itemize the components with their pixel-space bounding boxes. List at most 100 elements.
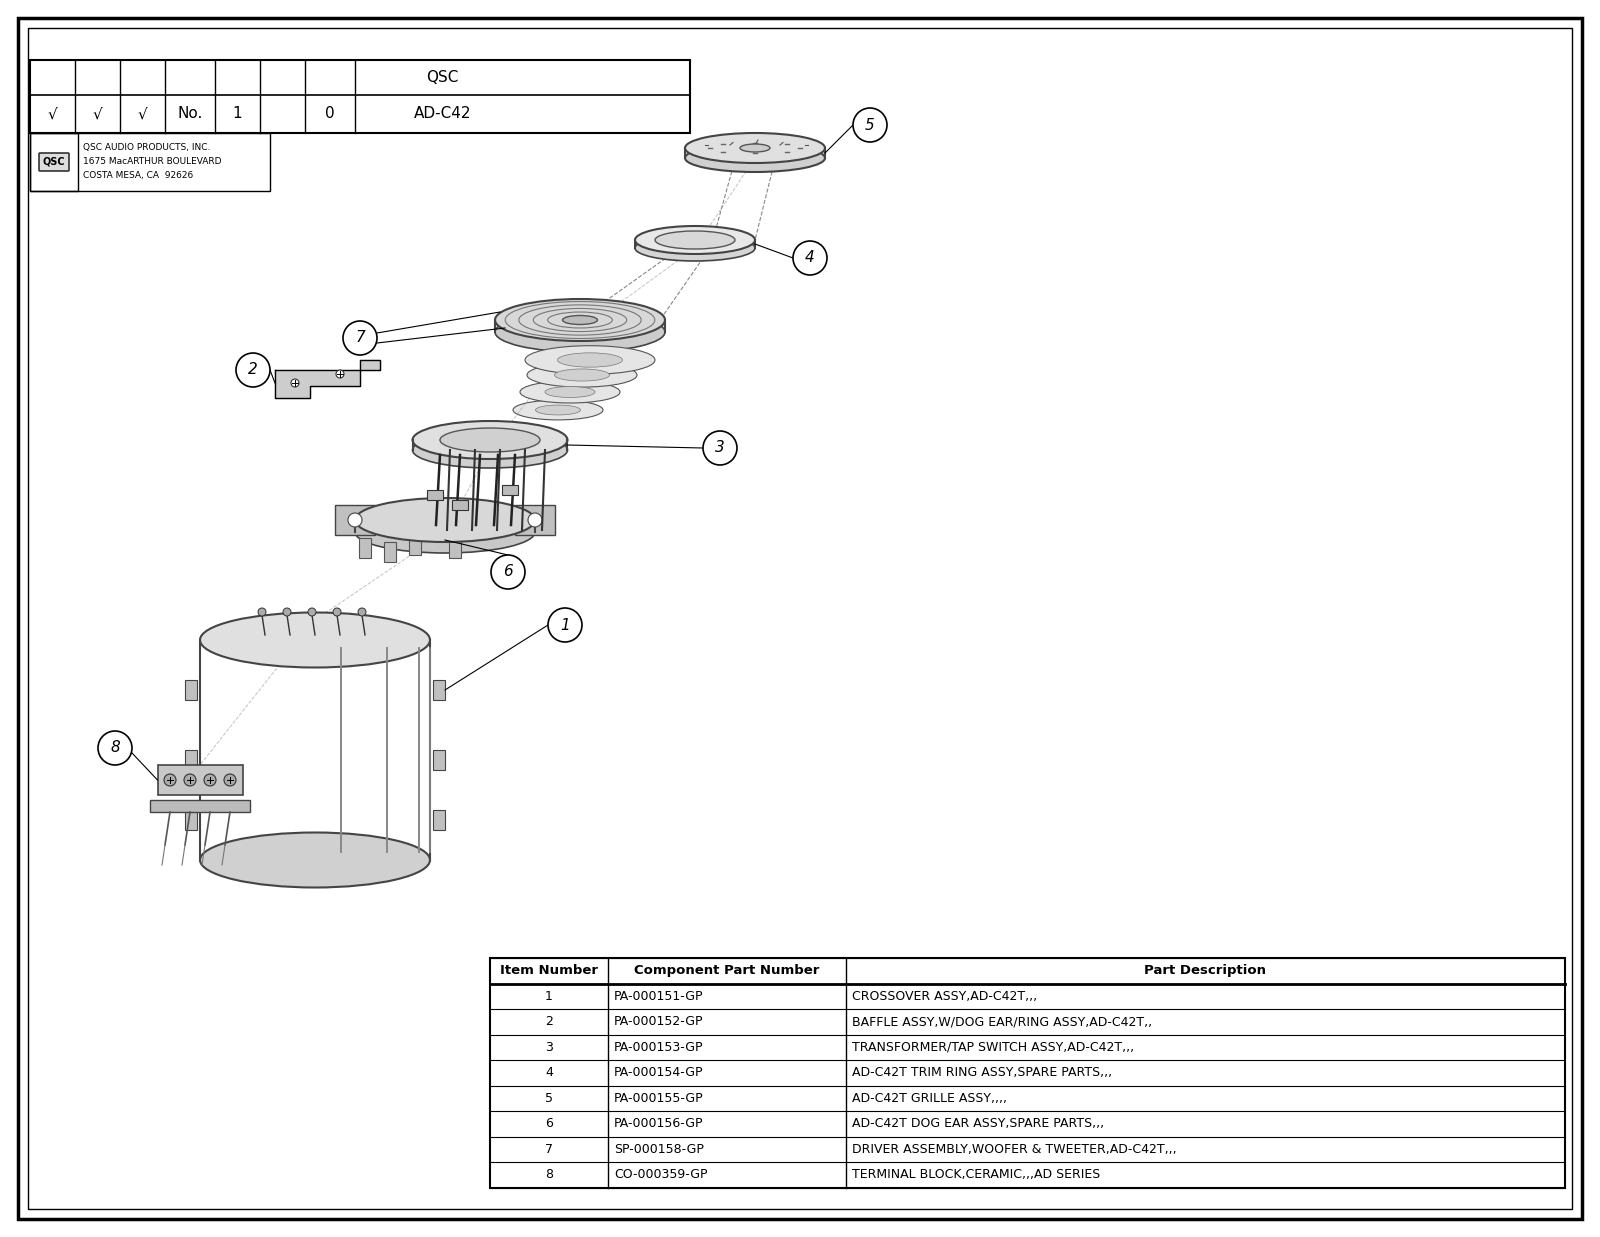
Text: PA-000153-GP: PA-000153-GP (614, 1040, 704, 1054)
Bar (384, 542, 397, 562)
Text: 1: 1 (232, 106, 242, 121)
Text: 3: 3 (546, 1040, 554, 1054)
Circle shape (333, 609, 341, 616)
Circle shape (258, 609, 266, 616)
Ellipse shape (555, 369, 610, 381)
Circle shape (702, 430, 738, 465)
Text: 5: 5 (866, 118, 875, 132)
Circle shape (547, 609, 582, 642)
Text: 1675 MacARTHUR BOULEVARD: 1675 MacARTHUR BOULEVARD (83, 157, 221, 166)
Text: 1: 1 (560, 617, 570, 632)
Bar (186, 680, 197, 700)
Bar (453, 500, 467, 510)
Text: 8: 8 (546, 1168, 554, 1181)
Ellipse shape (557, 353, 622, 367)
Text: BAFFLE ASSY,W/DOG EAR/RING ASSY,AD-C42T,,: BAFFLE ASSY,W/DOG EAR/RING ASSY,AD-C42T,… (851, 1016, 1152, 1028)
Bar (427, 490, 443, 500)
Circle shape (237, 353, 270, 387)
Text: 6: 6 (546, 1117, 554, 1131)
Text: No.: No. (178, 106, 203, 121)
Bar (334, 505, 374, 534)
Circle shape (491, 555, 525, 589)
Bar (150, 800, 250, 811)
Text: 7: 7 (546, 1143, 554, 1155)
Text: √: √ (48, 106, 58, 121)
Bar (434, 680, 445, 700)
Bar (434, 810, 445, 830)
Text: 3: 3 (715, 440, 725, 455)
Text: CO-000359-GP: CO-000359-GP (614, 1168, 707, 1181)
Ellipse shape (494, 299, 666, 341)
Ellipse shape (739, 143, 770, 152)
Text: 4: 4 (805, 251, 814, 266)
Text: PA-000152-GP: PA-000152-GP (614, 1016, 704, 1028)
Bar (157, 764, 243, 795)
Bar (186, 750, 197, 769)
Bar (186, 810, 197, 830)
Text: QSC: QSC (426, 71, 459, 85)
Text: TRANSFORMER/TAP SWITCH ASSY,AD-C42T,,,: TRANSFORMER/TAP SWITCH ASSY,AD-C42T,,, (851, 1040, 1134, 1054)
Ellipse shape (635, 235, 755, 261)
Circle shape (283, 609, 291, 616)
Circle shape (794, 241, 827, 275)
Text: PA-000156-GP: PA-000156-GP (614, 1117, 704, 1131)
Ellipse shape (200, 612, 430, 668)
Text: 6: 6 (502, 564, 514, 579)
Text: 5: 5 (546, 1092, 554, 1105)
Circle shape (205, 774, 216, 785)
Text: SP-000158-GP: SP-000158-GP (614, 1143, 704, 1155)
Text: 7: 7 (355, 330, 365, 345)
Ellipse shape (525, 345, 654, 375)
Polygon shape (275, 360, 381, 398)
Bar (434, 750, 445, 769)
Text: COSTA MESA, CA  92626: COSTA MESA, CA 92626 (83, 171, 194, 181)
Text: PA-000155-GP: PA-000155-GP (614, 1092, 704, 1105)
Text: 2: 2 (248, 362, 258, 377)
Bar (502, 485, 518, 495)
Text: PA-000154-GP: PA-000154-GP (614, 1066, 704, 1079)
Text: CROSSOVER ASSY,AD-C42T,,,: CROSSOVER ASSY,AD-C42T,,, (851, 990, 1037, 1003)
Ellipse shape (635, 226, 755, 254)
Bar (30, 61, 690, 134)
Ellipse shape (200, 833, 430, 887)
Ellipse shape (546, 386, 595, 397)
Circle shape (853, 108, 886, 142)
Circle shape (224, 774, 237, 785)
Circle shape (528, 513, 542, 527)
Bar (358, 538, 371, 558)
Text: AD-C42: AD-C42 (414, 106, 472, 121)
Text: √: √ (138, 106, 147, 121)
Bar (450, 538, 461, 558)
Text: 4: 4 (546, 1066, 554, 1079)
Text: Part Description: Part Description (1144, 965, 1267, 977)
Ellipse shape (536, 404, 581, 414)
Circle shape (349, 513, 362, 527)
Circle shape (307, 609, 317, 616)
Text: √: √ (93, 106, 102, 121)
Circle shape (98, 731, 131, 764)
Circle shape (291, 379, 299, 387)
Ellipse shape (413, 432, 568, 468)
Ellipse shape (520, 381, 621, 403)
Ellipse shape (413, 421, 568, 459)
Ellipse shape (440, 428, 541, 452)
FancyBboxPatch shape (38, 153, 69, 171)
Ellipse shape (494, 312, 666, 353)
Bar (490, 957, 1565, 1188)
Text: Component Part Number: Component Part Number (634, 965, 819, 977)
Text: QSC: QSC (43, 157, 66, 167)
Circle shape (358, 609, 366, 616)
Bar (515, 505, 555, 534)
Text: Item Number: Item Number (499, 965, 598, 977)
Text: 1: 1 (546, 990, 554, 1003)
Ellipse shape (514, 400, 603, 419)
Ellipse shape (654, 231, 734, 249)
Text: 0: 0 (325, 106, 334, 121)
Text: AD-C42T TRIM RING ASSY,SPARE PARTS,,,: AD-C42T TRIM RING ASSY,SPARE PARTS,,, (851, 1066, 1112, 1079)
Text: AD-C42T DOG EAR ASSY,SPARE PARTS,,,: AD-C42T DOG EAR ASSY,SPARE PARTS,,, (851, 1117, 1104, 1131)
Text: AD-C42T GRILLE ASSY,,,,: AD-C42T GRILLE ASSY,,,, (851, 1092, 1006, 1105)
Bar (410, 534, 421, 555)
Ellipse shape (355, 499, 534, 542)
Text: TERMINAL BLOCK,CERAMIC,,,AD SERIES: TERMINAL BLOCK,CERAMIC,,,AD SERIES (851, 1168, 1101, 1181)
Text: 2: 2 (546, 1016, 554, 1028)
